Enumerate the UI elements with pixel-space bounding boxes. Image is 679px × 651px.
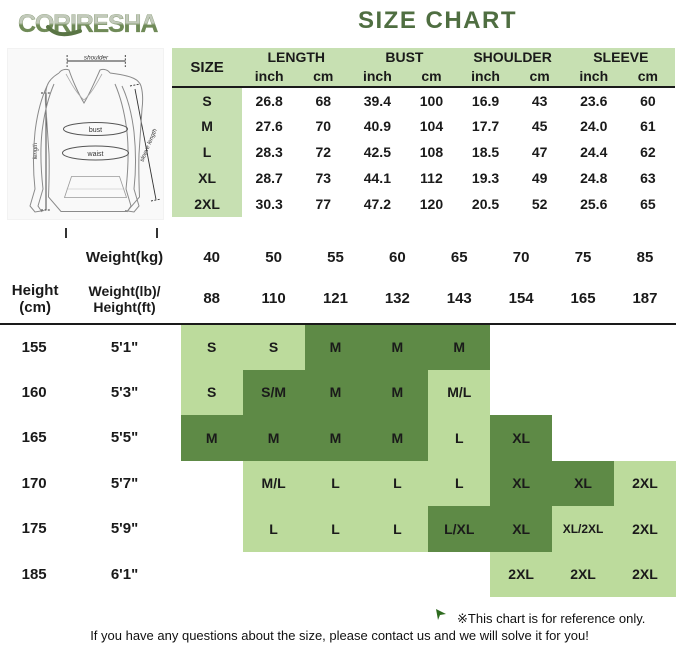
- svg-text:CORIRESHA: CORIRESHA: [18, 10, 158, 38]
- svg-text:waist: waist: [87, 151, 104, 158]
- svg-text:shoulder: shoulder: [84, 55, 109, 62]
- svg-text:sleeve length: sleeve length: [139, 128, 159, 164]
- svg-text:bust: bust: [89, 127, 102, 134]
